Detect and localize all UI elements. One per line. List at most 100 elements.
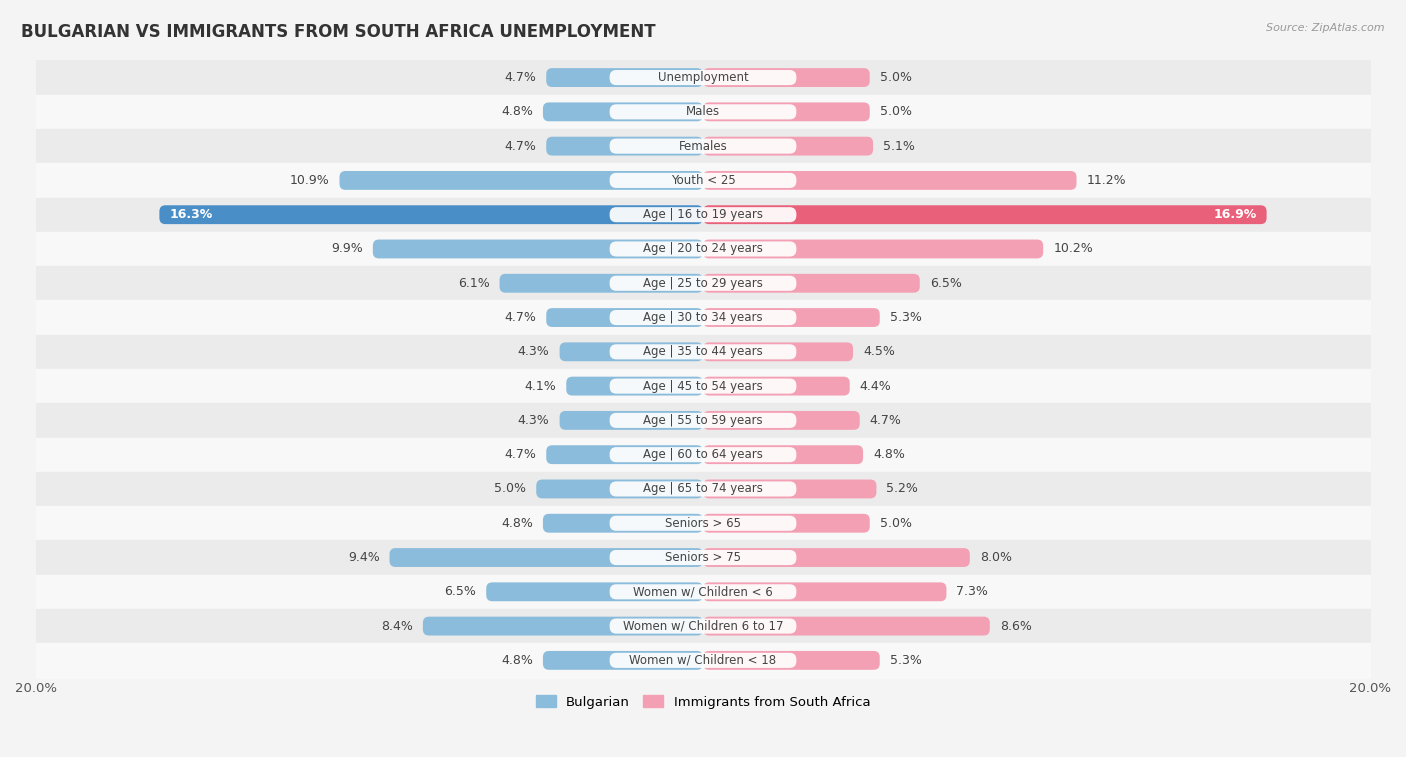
FancyBboxPatch shape — [703, 479, 876, 498]
Text: 8.6%: 8.6% — [1000, 619, 1032, 633]
FancyBboxPatch shape — [543, 651, 703, 670]
Text: 10.2%: 10.2% — [1053, 242, 1092, 255]
Text: Age | 16 to 19 years: Age | 16 to 19 years — [643, 208, 763, 221]
Text: Females: Females — [679, 139, 727, 153]
Text: 16.3%: 16.3% — [169, 208, 212, 221]
FancyBboxPatch shape — [610, 516, 796, 531]
FancyBboxPatch shape — [610, 241, 796, 257]
Text: BULGARIAN VS IMMIGRANTS FROM SOUTH AFRICA UNEMPLOYMENT: BULGARIAN VS IMMIGRANTS FROM SOUTH AFRIC… — [21, 23, 655, 41]
FancyBboxPatch shape — [567, 377, 703, 396]
FancyBboxPatch shape — [389, 548, 703, 567]
FancyBboxPatch shape — [610, 139, 796, 154]
FancyBboxPatch shape — [610, 618, 796, 634]
FancyBboxPatch shape — [610, 104, 796, 120]
Text: Age | 60 to 64 years: Age | 60 to 64 years — [643, 448, 763, 461]
Text: Unemployment: Unemployment — [658, 71, 748, 84]
Text: 11.2%: 11.2% — [1087, 174, 1126, 187]
FancyBboxPatch shape — [610, 584, 796, 600]
FancyBboxPatch shape — [610, 378, 796, 394]
Text: 6.5%: 6.5% — [929, 277, 962, 290]
Text: 10.9%: 10.9% — [290, 174, 329, 187]
Text: 5.0%: 5.0% — [880, 71, 911, 84]
Text: Youth < 25: Youth < 25 — [671, 174, 735, 187]
FancyBboxPatch shape — [703, 137, 873, 155]
FancyBboxPatch shape — [610, 413, 796, 428]
Text: 4.8%: 4.8% — [501, 517, 533, 530]
Text: Age | 20 to 24 years: Age | 20 to 24 years — [643, 242, 763, 255]
FancyBboxPatch shape — [543, 514, 703, 533]
Text: 5.3%: 5.3% — [890, 654, 922, 667]
FancyBboxPatch shape — [703, 445, 863, 464]
FancyBboxPatch shape — [159, 205, 703, 224]
FancyBboxPatch shape — [703, 205, 1267, 224]
Text: 6.5%: 6.5% — [444, 585, 477, 598]
FancyBboxPatch shape — [339, 171, 703, 190]
Text: 5.0%: 5.0% — [495, 482, 526, 496]
Text: 4.8%: 4.8% — [501, 105, 533, 118]
Text: Seniors > 65: Seniors > 65 — [665, 517, 741, 530]
Text: Age | 55 to 59 years: Age | 55 to 59 years — [643, 414, 763, 427]
Text: 4.7%: 4.7% — [505, 448, 536, 461]
Text: 4.8%: 4.8% — [501, 654, 533, 667]
Text: 6.1%: 6.1% — [458, 277, 489, 290]
FancyBboxPatch shape — [373, 239, 703, 258]
FancyBboxPatch shape — [610, 447, 796, 463]
Text: Women w/ Children 6 to 17: Women w/ Children 6 to 17 — [623, 619, 783, 633]
Text: Seniors > 75: Seniors > 75 — [665, 551, 741, 564]
Text: Males: Males — [686, 105, 720, 118]
FancyBboxPatch shape — [547, 308, 703, 327]
Text: 16.9%: 16.9% — [1213, 208, 1257, 221]
Text: 8.0%: 8.0% — [980, 551, 1012, 564]
Text: 4.7%: 4.7% — [505, 311, 536, 324]
FancyBboxPatch shape — [499, 274, 703, 293]
Text: 4.3%: 4.3% — [517, 345, 550, 358]
Text: 9.4%: 9.4% — [347, 551, 380, 564]
FancyBboxPatch shape — [703, 651, 880, 670]
Legend: Bulgarian, Immigrants from South Africa: Bulgarian, Immigrants from South Africa — [530, 690, 876, 714]
Text: Age | 45 to 54 years: Age | 45 to 54 years — [643, 379, 763, 393]
FancyBboxPatch shape — [547, 137, 703, 155]
Text: 5.3%: 5.3% — [890, 311, 922, 324]
Text: 4.3%: 4.3% — [517, 414, 550, 427]
FancyBboxPatch shape — [703, 411, 859, 430]
FancyBboxPatch shape — [703, 239, 1043, 258]
FancyBboxPatch shape — [610, 70, 796, 85]
FancyBboxPatch shape — [610, 481, 796, 497]
FancyBboxPatch shape — [703, 548, 970, 567]
FancyBboxPatch shape — [610, 207, 796, 223]
Text: Age | 30 to 34 years: Age | 30 to 34 years — [643, 311, 763, 324]
FancyBboxPatch shape — [703, 617, 990, 636]
Text: 8.4%: 8.4% — [381, 619, 413, 633]
FancyBboxPatch shape — [703, 308, 880, 327]
Text: 4.1%: 4.1% — [524, 379, 557, 393]
FancyBboxPatch shape — [610, 653, 796, 668]
Text: Source: ZipAtlas.com: Source: ZipAtlas.com — [1267, 23, 1385, 33]
FancyBboxPatch shape — [703, 582, 946, 601]
FancyBboxPatch shape — [703, 171, 1077, 190]
FancyBboxPatch shape — [703, 102, 870, 121]
Text: 5.0%: 5.0% — [880, 517, 911, 530]
FancyBboxPatch shape — [610, 276, 796, 291]
FancyBboxPatch shape — [423, 617, 703, 636]
Text: 5.2%: 5.2% — [886, 482, 918, 496]
FancyBboxPatch shape — [703, 514, 870, 533]
Text: 9.9%: 9.9% — [330, 242, 363, 255]
Text: 4.5%: 4.5% — [863, 345, 896, 358]
FancyBboxPatch shape — [560, 342, 703, 361]
Text: Age | 35 to 44 years: Age | 35 to 44 years — [643, 345, 763, 358]
Text: 7.3%: 7.3% — [956, 585, 988, 598]
Text: 4.7%: 4.7% — [505, 139, 536, 153]
FancyBboxPatch shape — [610, 550, 796, 565]
Text: Women w/ Children < 18: Women w/ Children < 18 — [630, 654, 776, 667]
Text: 4.7%: 4.7% — [870, 414, 901, 427]
FancyBboxPatch shape — [547, 445, 703, 464]
Text: 4.8%: 4.8% — [873, 448, 905, 461]
FancyBboxPatch shape — [703, 274, 920, 293]
FancyBboxPatch shape — [703, 377, 849, 396]
Text: Age | 65 to 74 years: Age | 65 to 74 years — [643, 482, 763, 496]
Text: Age | 25 to 29 years: Age | 25 to 29 years — [643, 277, 763, 290]
FancyBboxPatch shape — [547, 68, 703, 87]
Text: Women w/ Children < 6: Women w/ Children < 6 — [633, 585, 773, 598]
FancyBboxPatch shape — [560, 411, 703, 430]
Text: 5.0%: 5.0% — [880, 105, 911, 118]
